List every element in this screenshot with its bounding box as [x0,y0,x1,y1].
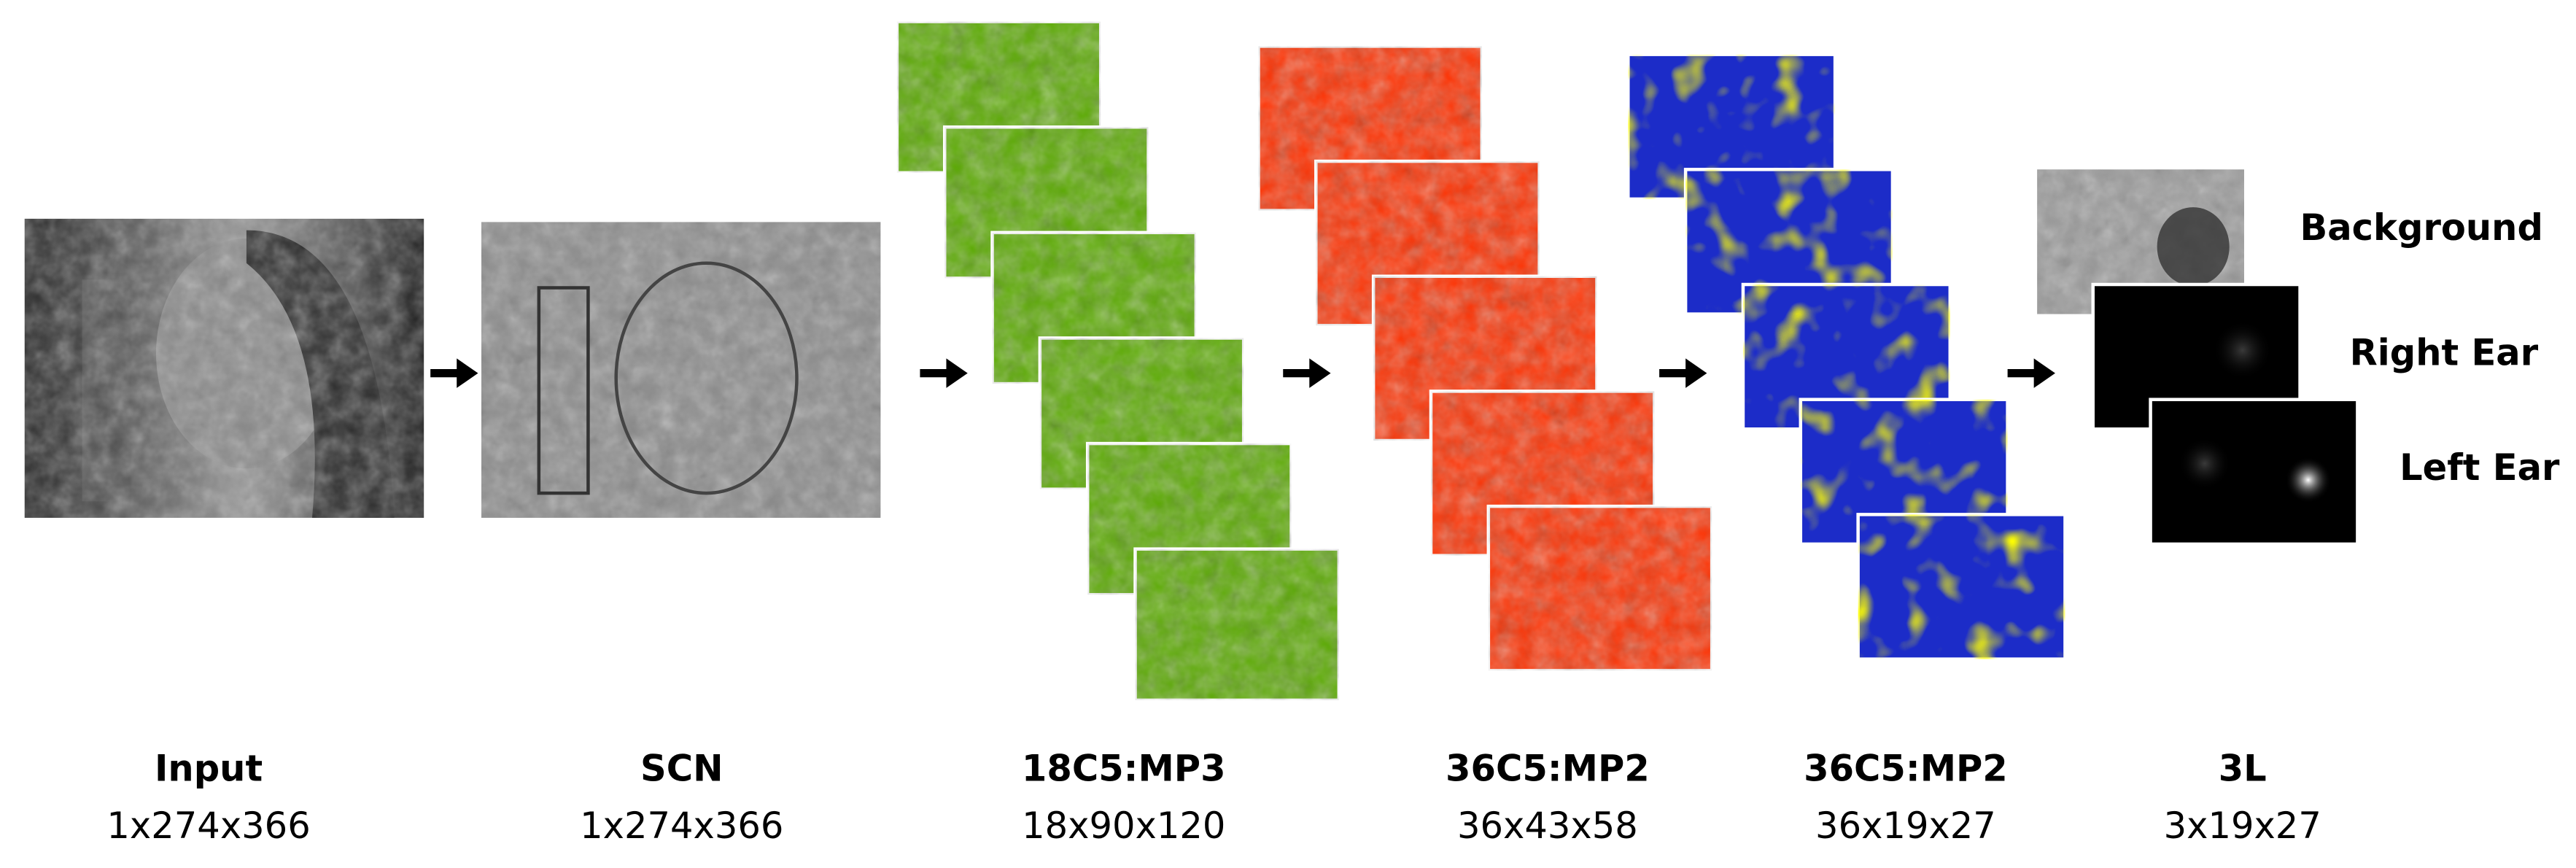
output-label: Left Ear [2400,446,2560,489]
stage-dims: 36x19x27 [1815,805,1996,847]
output-label: Right Ear [2350,331,2539,373]
arrows [430,358,2055,388]
stage-name: 36C5:MP2 [1804,747,2008,789]
stage-name: SCN [640,747,723,789]
input-image [24,218,424,518]
stage-name: 3L [2219,747,2267,789]
stage-dims: 3x19x27 [2164,805,2321,847]
feature-texture [1135,549,1339,700]
output-maps [2037,169,2359,546]
scn-image [481,222,881,518]
feature-texture [1488,506,1712,671]
stage-labels: Input 1x274x366 SCN 1x274x366 18C5:MP3 18x90x… [106,747,2321,847]
stage-name: 18C5:MP3 [1022,747,1226,789]
stage-dims: 36x43x58 [1457,805,1638,847]
feature-texture [1858,514,2065,659]
stage-name: Input [155,747,263,789]
stage-dims: 18x90x120 [1022,805,1225,847]
stage-name: 36C5:MP2 [1446,747,1650,789]
output-label: Background [2300,206,2542,249]
stage-dims: 1x274x366 [106,805,310,847]
stage-dims: 1x274x366 [580,805,783,847]
feature-maps [895,20,2067,702]
